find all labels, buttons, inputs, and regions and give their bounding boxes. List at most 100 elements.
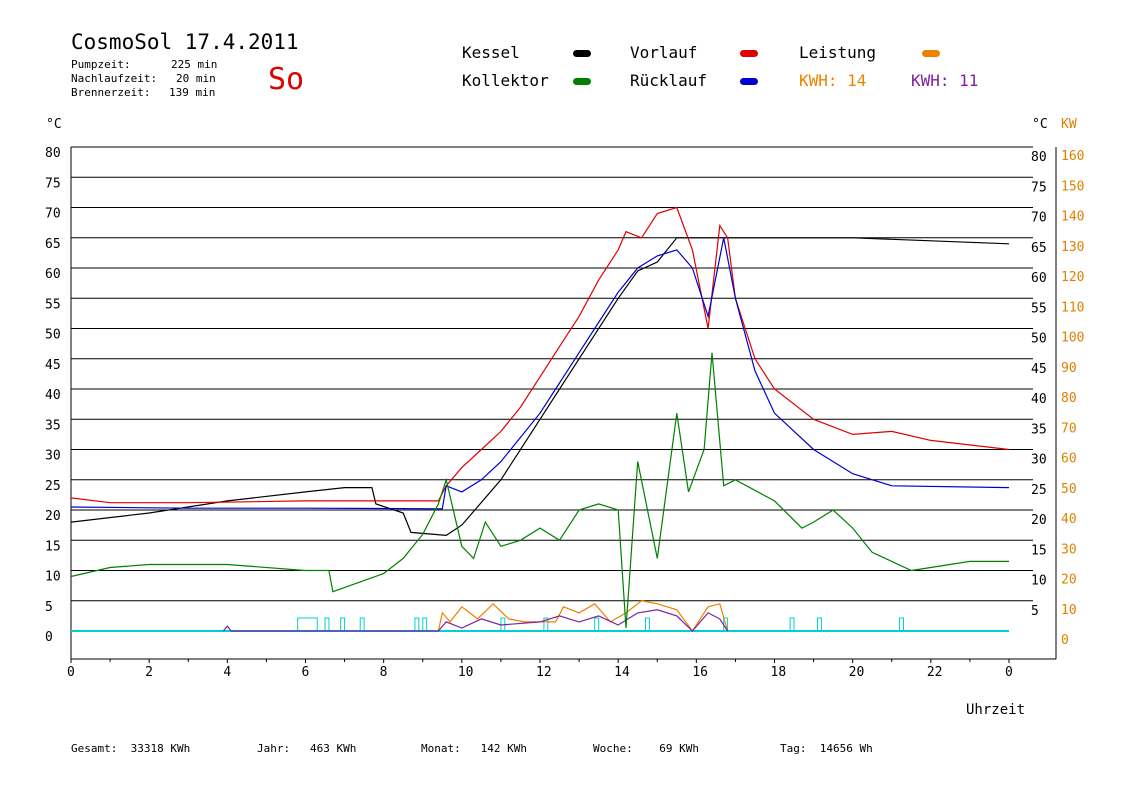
footer-monat: Monat: 142 KWh: [421, 742, 527, 755]
series-kwh2: [222, 609, 729, 632]
legend-kollektor-swatch: [573, 78, 591, 85]
pump-pulse: [297, 617, 318, 632]
y-tick-label-left: 55: [45, 297, 61, 312]
y-tick-label-right-c: 25: [1031, 483, 1047, 498]
pump-pulse: [359, 617, 365, 632]
series-kessel: [70, 237, 1010, 537]
y-tick-label-right-kw: 150: [1061, 179, 1084, 194]
pump-pulse: [422, 617, 428, 632]
x-tick-label: 8: [380, 665, 388, 680]
legend-leistung-swatch: [922, 50, 940, 57]
y-tick-label-left: 65: [45, 237, 61, 252]
info-value: 139 min: [169, 86, 216, 99]
pump-pulse: [899, 617, 904, 632]
y-tick-label-right-c: 30: [1031, 453, 1047, 468]
y-tick-label-right-c: 10: [1031, 574, 1047, 589]
y-tick-label-right-c: 40: [1031, 392, 1047, 407]
y-tick-label-left: 45: [45, 358, 61, 373]
y-tick-label-left: 80: [45, 146, 61, 161]
legend-kessel-swatch: [573, 50, 591, 57]
legend-kessel-label: Kessel: [462, 43, 520, 62]
x-tick-label: 22: [927, 665, 943, 680]
pump-pulse: [816, 617, 822, 632]
series-kollektor: [70, 352, 1009, 629]
footer-woche: Woche: 69 KWh: [593, 742, 699, 755]
y-tick-label-right-kw: 20: [1061, 573, 1077, 588]
pump-pulse: [789, 617, 795, 632]
y-tick-label-right-c: 35: [1031, 422, 1047, 437]
y-tick-label-left: 70: [45, 207, 61, 222]
x-tick-label: 10: [458, 665, 474, 680]
legend-kollektor-label: Kollektor: [462, 71, 549, 90]
footer-jahr: Jahr: 463 KWh: [257, 742, 357, 755]
y-tick-label-right-c: 55: [1031, 301, 1047, 316]
footer-gesamt: Gesamt: 33318 KWh: [71, 742, 191, 755]
y-tick-label-right-c: 65: [1031, 241, 1047, 256]
y-tick-label-right-c: 75: [1031, 180, 1047, 195]
y-tick-label-right-kw: 10: [1061, 603, 1077, 618]
y-tick-label-right-c: 70: [1031, 211, 1047, 226]
x-tick-label: 2: [145, 665, 153, 680]
x-tick-label: 12: [536, 665, 552, 680]
x-tick-label: 16: [692, 665, 708, 680]
series-ruecklauf: [70, 237, 1010, 510]
x-tick-label: 0: [1005, 665, 1013, 680]
x-tick-label: 4: [223, 665, 231, 680]
y-tick-label-left: 10: [45, 570, 61, 585]
legend-leistung-label: Leistung: [799, 43, 877, 62]
info-nachlaufzeit: Nachlaufzeit: 20 min: [71, 72, 216, 86]
pump-pulse: [324, 617, 330, 632]
y-tick-label-left: 25: [45, 479, 61, 494]
y-tick-label-left: 40: [45, 388, 61, 403]
y-tick-label-right-kw: 100: [1061, 331, 1084, 346]
info-label: Pumpzeit:: [71, 58, 131, 71]
left-axis-unit: °C: [46, 117, 62, 132]
y-tick-label-right-kw: 50: [1061, 482, 1077, 497]
weekday-label: So: [268, 62, 305, 97]
y-tick-label-right-c: 15: [1031, 543, 1047, 558]
y-tick-label-right-kw: 120: [1061, 270, 1084, 285]
legend-ruecklauf-label: Rücklauf: [630, 71, 708, 90]
y-tick-label-right-kw: 110: [1061, 300, 1084, 315]
y-tick-label-left: 15: [45, 539, 61, 554]
x-tick-label: 20: [849, 665, 865, 680]
series-leistung: [437, 600, 729, 633]
footer-tag: Tag: 14656 Wh: [780, 742, 873, 755]
y-tick-label-right-c: 80: [1031, 150, 1047, 165]
y-tick-label-right-kw: 60: [1061, 452, 1077, 467]
info-brennerzeit: Brennerzeit: 139 min: [71, 86, 215, 100]
chart-title: CosmoSol 17.4.2011: [71, 30, 299, 54]
y-tick-label-right-c: 20: [1031, 513, 1047, 528]
y-tick-label-right-c: 5: [1031, 604, 1039, 619]
pump-pulse: [414, 617, 420, 632]
y-tick-label-right-kw: 70: [1061, 421, 1077, 436]
y-tick-label-left: 60: [45, 267, 61, 282]
y-tick-label-left: 20: [45, 509, 61, 524]
y-tick-label-right-c: 50: [1031, 332, 1047, 347]
x-tick-label: 0: [67, 665, 75, 680]
y-tick-label-left: 35: [45, 418, 61, 433]
y-tick-label-left: 5: [45, 600, 53, 615]
y-tick-label-left: 0: [45, 630, 53, 645]
legend-vorlauf-label: Vorlauf: [630, 43, 698, 62]
x-tick-label: 14: [614, 665, 630, 680]
y-tick-label-right-kw: 0: [1061, 633, 1069, 648]
legend-vorlauf-swatch: [740, 50, 758, 57]
series-vorlauf: [70, 206, 1010, 504]
y-tick-label-right-kw: 160: [1061, 149, 1084, 164]
y-tick-label-right-kw: 90: [1061, 361, 1077, 376]
kwh-total-2: KWH: 11: [911, 71, 979, 90]
kwh-total-1: KWH: 14: [799, 71, 867, 90]
y-tick-label-left: 30: [45, 449, 61, 464]
y-tick-label-right-kw: 40: [1061, 512, 1077, 527]
pump-pulse: [340, 617, 346, 632]
pump-pulse: [594, 617, 600, 632]
y-tick-label-right-c: 45: [1031, 362, 1047, 377]
y-tick-label-right-kw: 130: [1061, 240, 1084, 255]
y-tick-label-right-kw: 140: [1061, 210, 1084, 225]
y-tick-label-left: 50: [45, 328, 61, 343]
info-label: Nachlaufzeit:: [71, 72, 158, 85]
info-label: Brennerzeit:: [71, 86, 151, 99]
right-axis-unit-c: °C: [1032, 117, 1048, 132]
